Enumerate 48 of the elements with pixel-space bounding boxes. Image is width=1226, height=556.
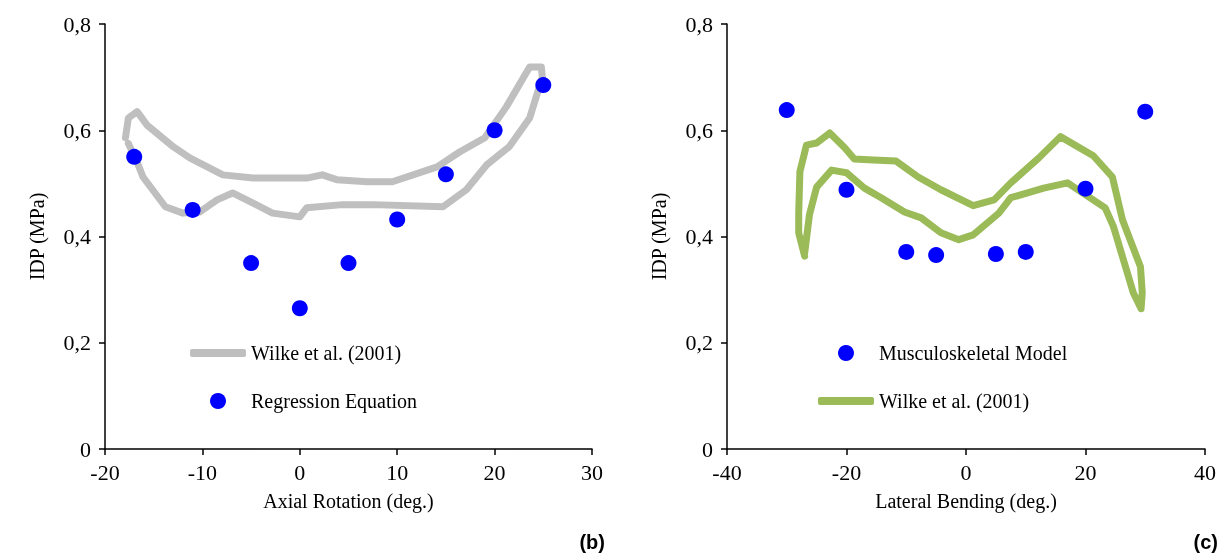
- point: [1077, 180, 1094, 197]
- x-tick-label: 30: [581, 459, 603, 485]
- point: [291, 300, 308, 317]
- point: [535, 77, 552, 94]
- x-axis-title: Axial Rotation (deg.): [263, 490, 434, 513]
- legend-label: Regression Equation: [251, 390, 418, 413]
- text: (c): [1193, 531, 1219, 553]
- y-tick-label: 0,4: [63, 224, 91, 249]
- x-axis-title: Lateral Bending (deg.): [875, 490, 1057, 513]
- point: [243, 255, 260, 272]
- point: [898, 243, 915, 260]
- legend-label: Wilke et al. (2001): [879, 390, 1030, 413]
- x-tick-label: -40: [712, 459, 742, 485]
- point: [486, 122, 503, 139]
- legend-label: Musculoskeletal Model: [879, 342, 1068, 364]
- x-tick-label: -20: [90, 459, 120, 485]
- y-tick-label: 0,2: [685, 330, 713, 356]
- y-tick-label: 0,8: [685, 11, 713, 37]
- x-tick-label: 40: [1194, 459, 1216, 485]
- point: [437, 166, 454, 183]
- y-axis-title: IDP (MPa): [648, 192, 671, 281]
- point: [126, 148, 143, 165]
- point: [184, 201, 201, 218]
- point: [1017, 243, 1034, 260]
- x-tick-label: 0: [960, 459, 972, 485]
- x-tick-label: -10: [187, 459, 218, 485]
- x-tick-label: 20: [483, 459, 506, 485]
- point: [1137, 103, 1154, 120]
- point: [838, 181, 855, 198]
- point: [778, 102, 795, 119]
- y-tick-label: 0,6: [63, 117, 91, 143]
- y-tick-label: 0,8: [63, 11, 91, 37]
- x-tick-label: 10: [386, 459, 409, 485]
- y-tick-label: 0,2: [63, 330, 91, 356]
- point: [928, 247, 945, 264]
- legend-label: Wilke et al. (2001): [251, 342, 402, 365]
- text: (b): [579, 531, 606, 553]
- y-tick-label: 0,6: [685, 117, 713, 143]
- y-tick-label: 0: [702, 436, 713, 462]
- y-tick-label: 0,4: [685, 224, 713, 249]
- point: [987, 246, 1004, 263]
- x-tick-label: 20: [1074, 459, 1097, 485]
- point: [389, 211, 406, 228]
- y-tick-label: 0: [80, 436, 91, 462]
- point: [340, 255, 357, 272]
- x-tick-label: 0: [294, 459, 306, 485]
- x-tick-label: -20: [831, 459, 862, 485]
- y-axis-title: IDP (MPa): [26, 192, 49, 281]
